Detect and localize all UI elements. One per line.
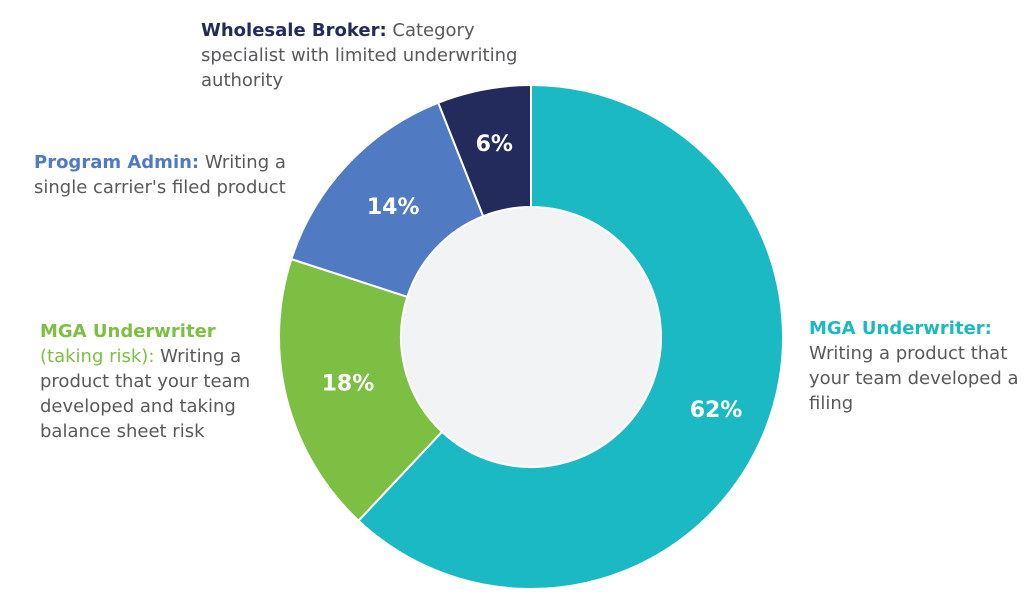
- program-admin-description: Writing a single carrier's filed product: [34, 152, 286, 198]
- mga-underwriter-risk-subheading: (taking risk): [40, 346, 149, 367]
- wholesale-broker-description: Category specialist with limited underwr…: [201, 20, 518, 91]
- mga-underwriter-description: Writing a product that your team develop…: [809, 343, 1019, 414]
- mga-underwriter-risk-annotation: MGA Underwriter (taking risk): Writing a…: [40, 319, 255, 444]
- donut-center: [402, 208, 660, 466]
- data-label-program-admin: 14%: [367, 195, 420, 220]
- program-admin-annotation: Program Admin: Writing a single carrier'…: [34, 150, 309, 200]
- mga-underwriter-risk-description: Writing a product that your team develop…: [40, 346, 251, 442]
- mga-underwriter-risk-colon: :: [148, 346, 155, 367]
- slice-mga-underwriter: [357, 83, 784, 590]
- program-admin-heading: Program Admin:: [34, 152, 200, 173]
- slice-wholesale-broker: [436, 83, 532, 218]
- slice-mga-underwriter-taking-risk: [278, 257, 444, 523]
- wholesale-broker-heading: Wholesale Broker:: [201, 20, 387, 41]
- data-label-mga-underwriter: 62%: [690, 398, 743, 423]
- mga-underwriter-risk-heading: MGA Underwriter: [40, 321, 216, 342]
- wholesale-broker-annotation: Wholesale Broker: Category specialist wi…: [201, 18, 541, 93]
- data-label-mga-underwriter-taking-risk: 18%: [322, 372, 375, 397]
- data-label-wholesale-broker: 6%: [476, 132, 513, 157]
- mga-underwriter-heading: MGA Underwriter:: [809, 318, 992, 339]
- mga-underwriter-annotation: MGA Underwriter: Writing a product that …: [809, 316, 1021, 416]
